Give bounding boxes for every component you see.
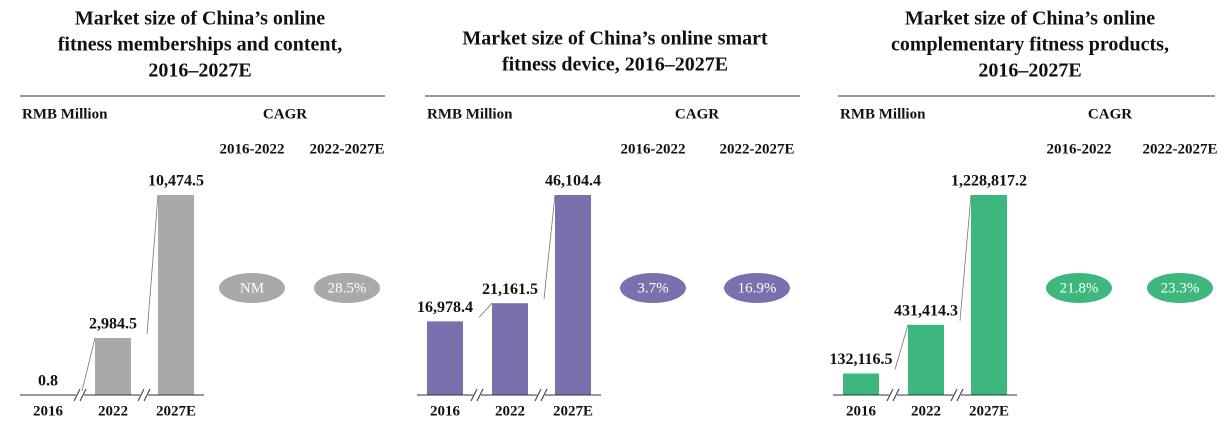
cagr-label: 28.5% (328, 280, 367, 296)
value-label: 132,116.5 (829, 351, 892, 368)
value-label: 21,161.5 (482, 281, 538, 298)
cagr-bubble (724, 273, 790, 303)
x-tick-label: 2022 (495, 403, 525, 419)
value-label: 2,984.5 (89, 316, 137, 333)
axis-break (73, 388, 81, 402)
x-tick-label: 2027E (969, 403, 1009, 419)
bar (492, 303, 528, 395)
cagr-period: 2022-2027E (310, 141, 385, 157)
connector (478, 302, 493, 318)
axis-break (886, 388, 894, 402)
cagr-period: 2016-2022 (621, 141, 686, 157)
value-label: 16,978.4 (417, 299, 473, 316)
x-tick-label: 2016 (846, 403, 877, 419)
x-tick-label: 2016 (33, 403, 64, 419)
chart-title: fitness device, 2016–2027E (502, 54, 728, 76)
cagr-bubble (219, 273, 285, 303)
value-label: 1,228,817.2 (951, 173, 1027, 190)
cagr-label: 21.8% (1060, 280, 1099, 296)
axis-break (534, 388, 542, 402)
x-tick-label: 2027E (156, 403, 196, 419)
chart-title: Market size of China’s online (905, 8, 1155, 30)
chart-title: Market size of China’s online (75, 8, 325, 30)
cagr-bubble (1147, 273, 1213, 303)
bar (555, 195, 591, 395)
axis-break-gap (537, 393, 545, 397)
cagr-period: 2016-2022 (220, 141, 285, 157)
bar (158, 195, 194, 395)
cagr-label: 16.9% (738, 280, 777, 296)
axis-break-gap (76, 393, 84, 397)
axis-break (476, 388, 484, 402)
axis-break (540, 388, 548, 402)
chart-title: fitness memberships and content, (58, 34, 342, 56)
axis-break (892, 388, 900, 402)
value-label: 431,414.3 (894, 302, 958, 319)
unit-label: RMB Million (22, 106, 108, 122)
connector (146, 194, 159, 335)
bar (843, 373, 879, 395)
cagr-title: CAGR (263, 106, 307, 122)
x-tick-label: 2022 (911, 403, 941, 419)
chart-title: complementary fitness products, (891, 34, 1169, 56)
chart-title: 2016–2027E (978, 60, 1081, 82)
connector (894, 324, 909, 370)
axis-break-gap (889, 393, 897, 397)
cagr-period: 2022-2027E (720, 141, 795, 157)
unit-label: RMB Million (840, 106, 926, 122)
bar (908, 324, 944, 395)
axis-break (143, 388, 151, 402)
axis-break-gap (473, 393, 481, 397)
chart-title: Market size of China’s online smart (462, 28, 768, 50)
axis-break (137, 388, 145, 402)
axis-break (470, 388, 478, 402)
axis-break-gap (140, 393, 148, 397)
cagr-label: NM (240, 280, 264, 296)
x-tick-label: 2016 (430, 403, 461, 419)
axis-break (956, 388, 964, 402)
axis-break (79, 388, 87, 402)
connector (959, 194, 972, 321)
unit-label: RMB Million (427, 106, 513, 122)
bar (971, 195, 1007, 395)
value-label: 0.8 (38, 373, 58, 390)
connector (81, 337, 96, 392)
axis-break-gap (953, 393, 961, 397)
value-label: 46,104.4 (545, 173, 601, 190)
value-label: 10,474.5 (148, 173, 204, 190)
cagr-label: 23.3% (1161, 280, 1200, 296)
cagr-bubble (1046, 273, 1112, 303)
cagr-period: 2022-2027E (1143, 141, 1218, 157)
x-tick-label: 2027E (553, 403, 593, 419)
axis-break (950, 388, 958, 402)
connector (543, 194, 556, 300)
cagr-title: CAGR (1088, 106, 1132, 122)
cagr-label: 3.7% (637, 280, 668, 296)
bar (427, 321, 463, 395)
cagr-bubble (620, 273, 686, 303)
cagr-bubble (314, 273, 380, 303)
chart-title: 2016–2027E (148, 60, 251, 82)
cagr-title: CAGR (675, 106, 719, 122)
cagr-period: 2016-2022 (1047, 141, 1112, 157)
bar (95, 338, 131, 395)
x-tick-label: 2022 (98, 403, 128, 419)
